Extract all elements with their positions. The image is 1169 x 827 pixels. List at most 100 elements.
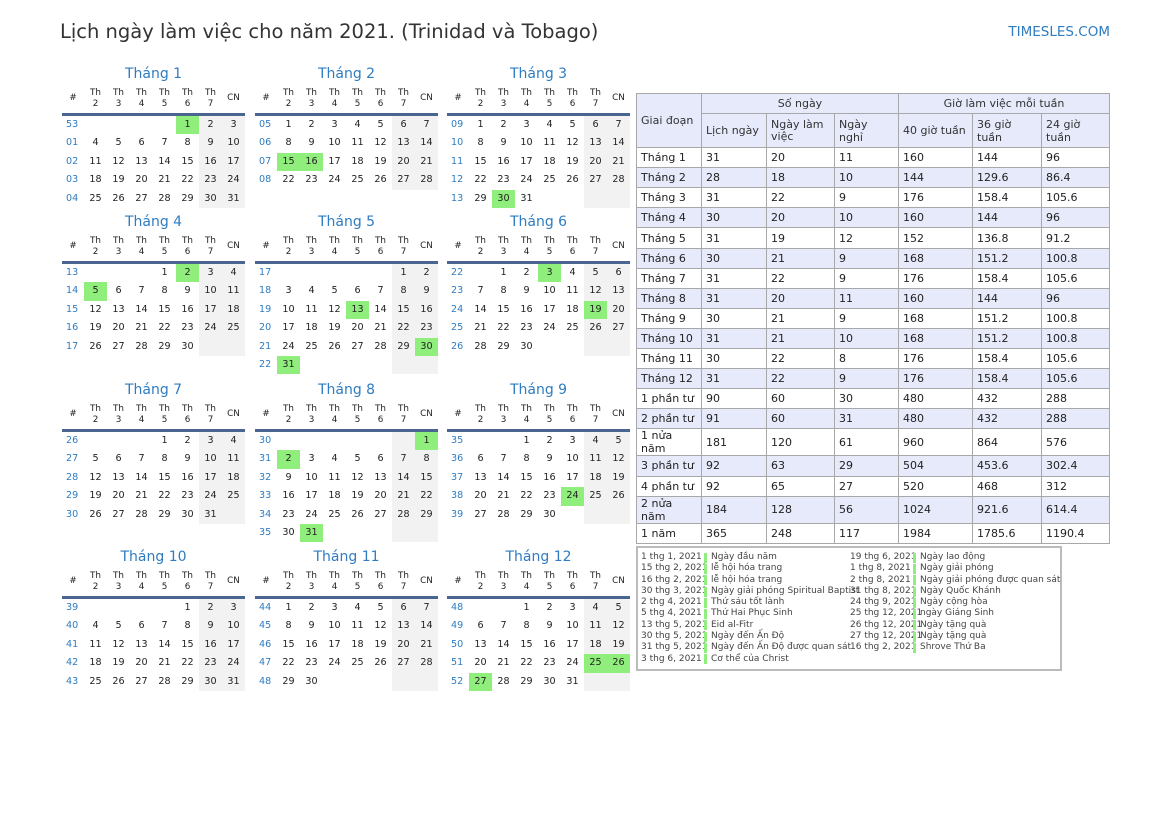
- day-cell[interactable]: 20: [351, 322, 364, 334]
- day-cell[interactable]: 19: [351, 490, 364, 502]
- day-cell[interactable]: 18: [222, 300, 245, 320]
- day-cell[interactable]: 5: [377, 119, 384, 130]
- day-cell[interactable]: 5: [331, 285, 338, 297]
- day-cell[interactable]: 29: [474, 192, 487, 204]
- day-cell[interactable]: 3: [569, 435, 576, 446]
- day-cell[interactable]: 23: [282, 508, 295, 520]
- day-cell[interactable]: 26: [607, 487, 630, 506]
- day-cell[interactable]: 31: [277, 355, 300, 375]
- day-cell[interactable]: 4: [222, 432, 245, 451]
- day-cell[interactable]: 13: [474, 638, 487, 650]
- day-cell[interactable]: 21: [497, 490, 510, 502]
- day-cell[interactable]: 26: [89, 508, 102, 520]
- day-cell[interactable]: 22: [181, 657, 194, 669]
- day-cell[interactable]: 21: [415, 635, 438, 655]
- day-cell[interactable]: 14: [374, 303, 387, 315]
- day-cell[interactable]: 1: [523, 435, 530, 446]
- day-cell[interactable]: 16: [543, 471, 556, 483]
- day-cell[interactable]: 31: [520, 192, 533, 204]
- day-cell[interactable]: 7: [477, 285, 484, 297]
- day-cell[interactable]: 11: [222, 450, 245, 469]
- day-cell[interactable]: 3: [523, 119, 530, 130]
- day-cell[interactable]: 13: [584, 134, 607, 153]
- day-cell[interactable]: 17: [282, 322, 295, 334]
- day-cell[interactable]: 12: [566, 137, 579, 149]
- day-cell[interactable]: 12: [374, 620, 387, 632]
- day-cell[interactable]: 24: [282, 340, 295, 352]
- day-cell[interactable]: 31: [222, 672, 245, 691]
- day-cell[interactable]: 7: [500, 453, 507, 465]
- day-cell[interactable]: 28: [415, 654, 438, 673]
- day-cell[interactable]: 22: [282, 174, 295, 186]
- day-cell[interactable]: 20: [392, 635, 415, 655]
- day-cell[interactable]: 26: [374, 657, 387, 669]
- day-cell[interactable]: 28: [415, 171, 438, 190]
- day-cell[interactable]: 18: [584, 635, 607, 655]
- day-cell[interactable]: 9: [500, 137, 507, 149]
- day-cell[interactable]: 19: [374, 155, 387, 167]
- day-cell[interactable]: 6: [138, 137, 145, 149]
- day-cell[interactable]: 27: [135, 675, 148, 687]
- day-cell[interactable]: 11: [543, 137, 556, 149]
- day-cell[interactable]: 20: [584, 152, 607, 172]
- day-cell[interactable]: 15: [497, 303, 510, 315]
- day-cell[interactable]: 17: [566, 638, 579, 650]
- day-cell[interactable]: 30: [543, 675, 556, 687]
- day-cell[interactable]: 27: [351, 340, 364, 352]
- day-cell[interactable]: 15: [415, 468, 438, 488]
- day-cell[interactable]: 9: [184, 453, 191, 465]
- day-cell[interactable]: 21: [474, 322, 487, 334]
- day-cell[interactable]: 13: [135, 638, 148, 650]
- day-cell[interactable]: 2: [546, 435, 553, 446]
- day-cell[interactable]: 28: [374, 340, 387, 352]
- day-cell[interactable]: 2: [199, 599, 222, 618]
- day-cell[interactable]: 13: [135, 155, 148, 167]
- day-cell[interactable]: 27: [469, 672, 492, 691]
- day-cell[interactable]: 16: [199, 152, 222, 172]
- day-cell[interactable]: 3: [199, 432, 222, 451]
- day-cell[interactable]: 21: [392, 487, 415, 506]
- day-cell[interactable]: 29: [158, 508, 171, 520]
- day-cell[interactable]: 2: [500, 119, 507, 130]
- day-cell[interactable]: 22: [181, 174, 194, 186]
- day-cell[interactable]: 19: [112, 174, 125, 186]
- day-cell[interactable]: 24: [305, 508, 318, 520]
- day-cell[interactable]: 7: [392, 450, 415, 469]
- day-cell[interactable]: 12: [374, 137, 387, 149]
- day-cell[interactable]: 30: [199, 189, 222, 208]
- day-cell[interactable]: 30: [543, 508, 556, 520]
- day-cell[interactable]: 18: [222, 468, 245, 488]
- day-cell[interactable]: 13: [112, 471, 125, 483]
- day-cell[interactable]: 23: [497, 174, 510, 186]
- day-cell[interactable]: 24: [543, 322, 556, 334]
- site-link[interactable]: TIMESLES.COM: [1008, 24, 1110, 40]
- day-cell[interactable]: 25: [566, 322, 579, 334]
- day-cell[interactable]: 5: [115, 620, 122, 632]
- day-cell[interactable]: 20: [135, 657, 148, 669]
- day-cell[interactable]: 3: [308, 453, 315, 465]
- day-cell[interactable]: 17: [199, 300, 222, 320]
- day-cell[interactable]: 18: [89, 174, 102, 186]
- day-cell[interactable]: 27: [135, 192, 148, 204]
- day-cell[interactable]: 6: [392, 599, 415, 618]
- day-cell[interactable]: 2: [415, 264, 438, 283]
- day-cell[interactable]: 17: [222, 152, 245, 172]
- day-cell[interactable]: 28: [392, 505, 415, 524]
- day-cell[interactable]: 3: [222, 116, 245, 135]
- day-cell[interactable]: 6: [354, 285, 361, 297]
- day-cell[interactable]: 15: [158, 303, 171, 315]
- day-cell[interactable]: 26: [607, 654, 630, 673]
- day-cell[interactable]: 24: [328, 174, 341, 186]
- day-cell[interactable]: 30: [492, 189, 515, 208]
- day-cell[interactable]: 4: [222, 264, 245, 283]
- day-cell[interactable]: 9: [199, 134, 222, 153]
- day-cell[interactable]: 15: [181, 638, 194, 650]
- day-cell[interactable]: 18: [543, 155, 556, 167]
- day-cell[interactable]: 12: [89, 471, 102, 483]
- day-cell[interactable]: 21: [158, 174, 171, 186]
- day-cell[interactable]: 11: [584, 617, 607, 636]
- day-cell[interactable]: 17: [305, 490, 318, 502]
- day-cell[interactable]: 25: [543, 174, 556, 186]
- day-cell[interactable]: 28: [497, 675, 510, 687]
- day-cell[interactable]: 12: [328, 303, 341, 315]
